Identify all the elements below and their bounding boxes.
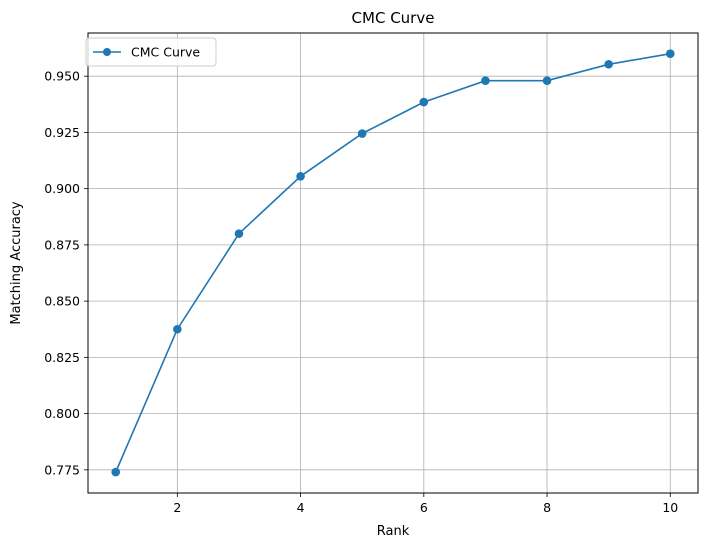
y-tick-label: 0.900: [44, 181, 80, 196]
y-axis-label: Matching Accuracy: [9, 201, 24, 325]
x-tick-label: 2: [173, 500, 181, 515]
data-point: [357, 129, 367, 138]
data-point: [419, 97, 429, 107]
data-point: [542, 76, 552, 85]
y-tick-label: 0.925: [44, 125, 80, 140]
y-tick-label: 0.775: [44, 462, 80, 477]
legend: CMC Curve: [85, 37, 217, 67]
x-axis-label: Rank: [377, 524, 410, 539]
data-point: [296, 171, 305, 181]
x-tick-label: 4: [297, 500, 305, 515]
data-point: [173, 324, 182, 334]
y-tick-label: 0.825: [44, 350, 80, 365]
chart-title: CMC Curve: [352, 9, 435, 27]
plot-area-frame: [87, 32, 699, 494]
y-tick-label: 0.875: [44, 237, 80, 252]
data-point: [111, 467, 121, 477]
series-line: [114, 52, 671, 473]
legend-label: CMC Curve: [131, 45, 200, 60]
y-tick-label: 0.850: [44, 294, 80, 309]
x-tick-label: 8: [543, 500, 551, 515]
data-point: [665, 49, 675, 58]
axis-ticks: 2 4 6 8 10 0.775 0.800 0.825 0.850 0.875 0.900 0.92…: [44, 69, 678, 515]
grid-lines: [88, 33, 698, 493]
legend-marker-swatch: [103, 48, 111, 56]
y-tick-label: 0.800: [44, 406, 80, 421]
x-tick-label: 6: [420, 500, 428, 515]
y-tick-label: 0.950: [44, 69, 80, 84]
legend-box: [85, 37, 217, 67]
x-tick-label: 10: [662, 500, 678, 515]
data-point: [481, 76, 490, 85]
data-point: [604, 59, 613, 69]
data-point: [234, 229, 244, 238]
series-layer: [111, 49, 675, 477]
